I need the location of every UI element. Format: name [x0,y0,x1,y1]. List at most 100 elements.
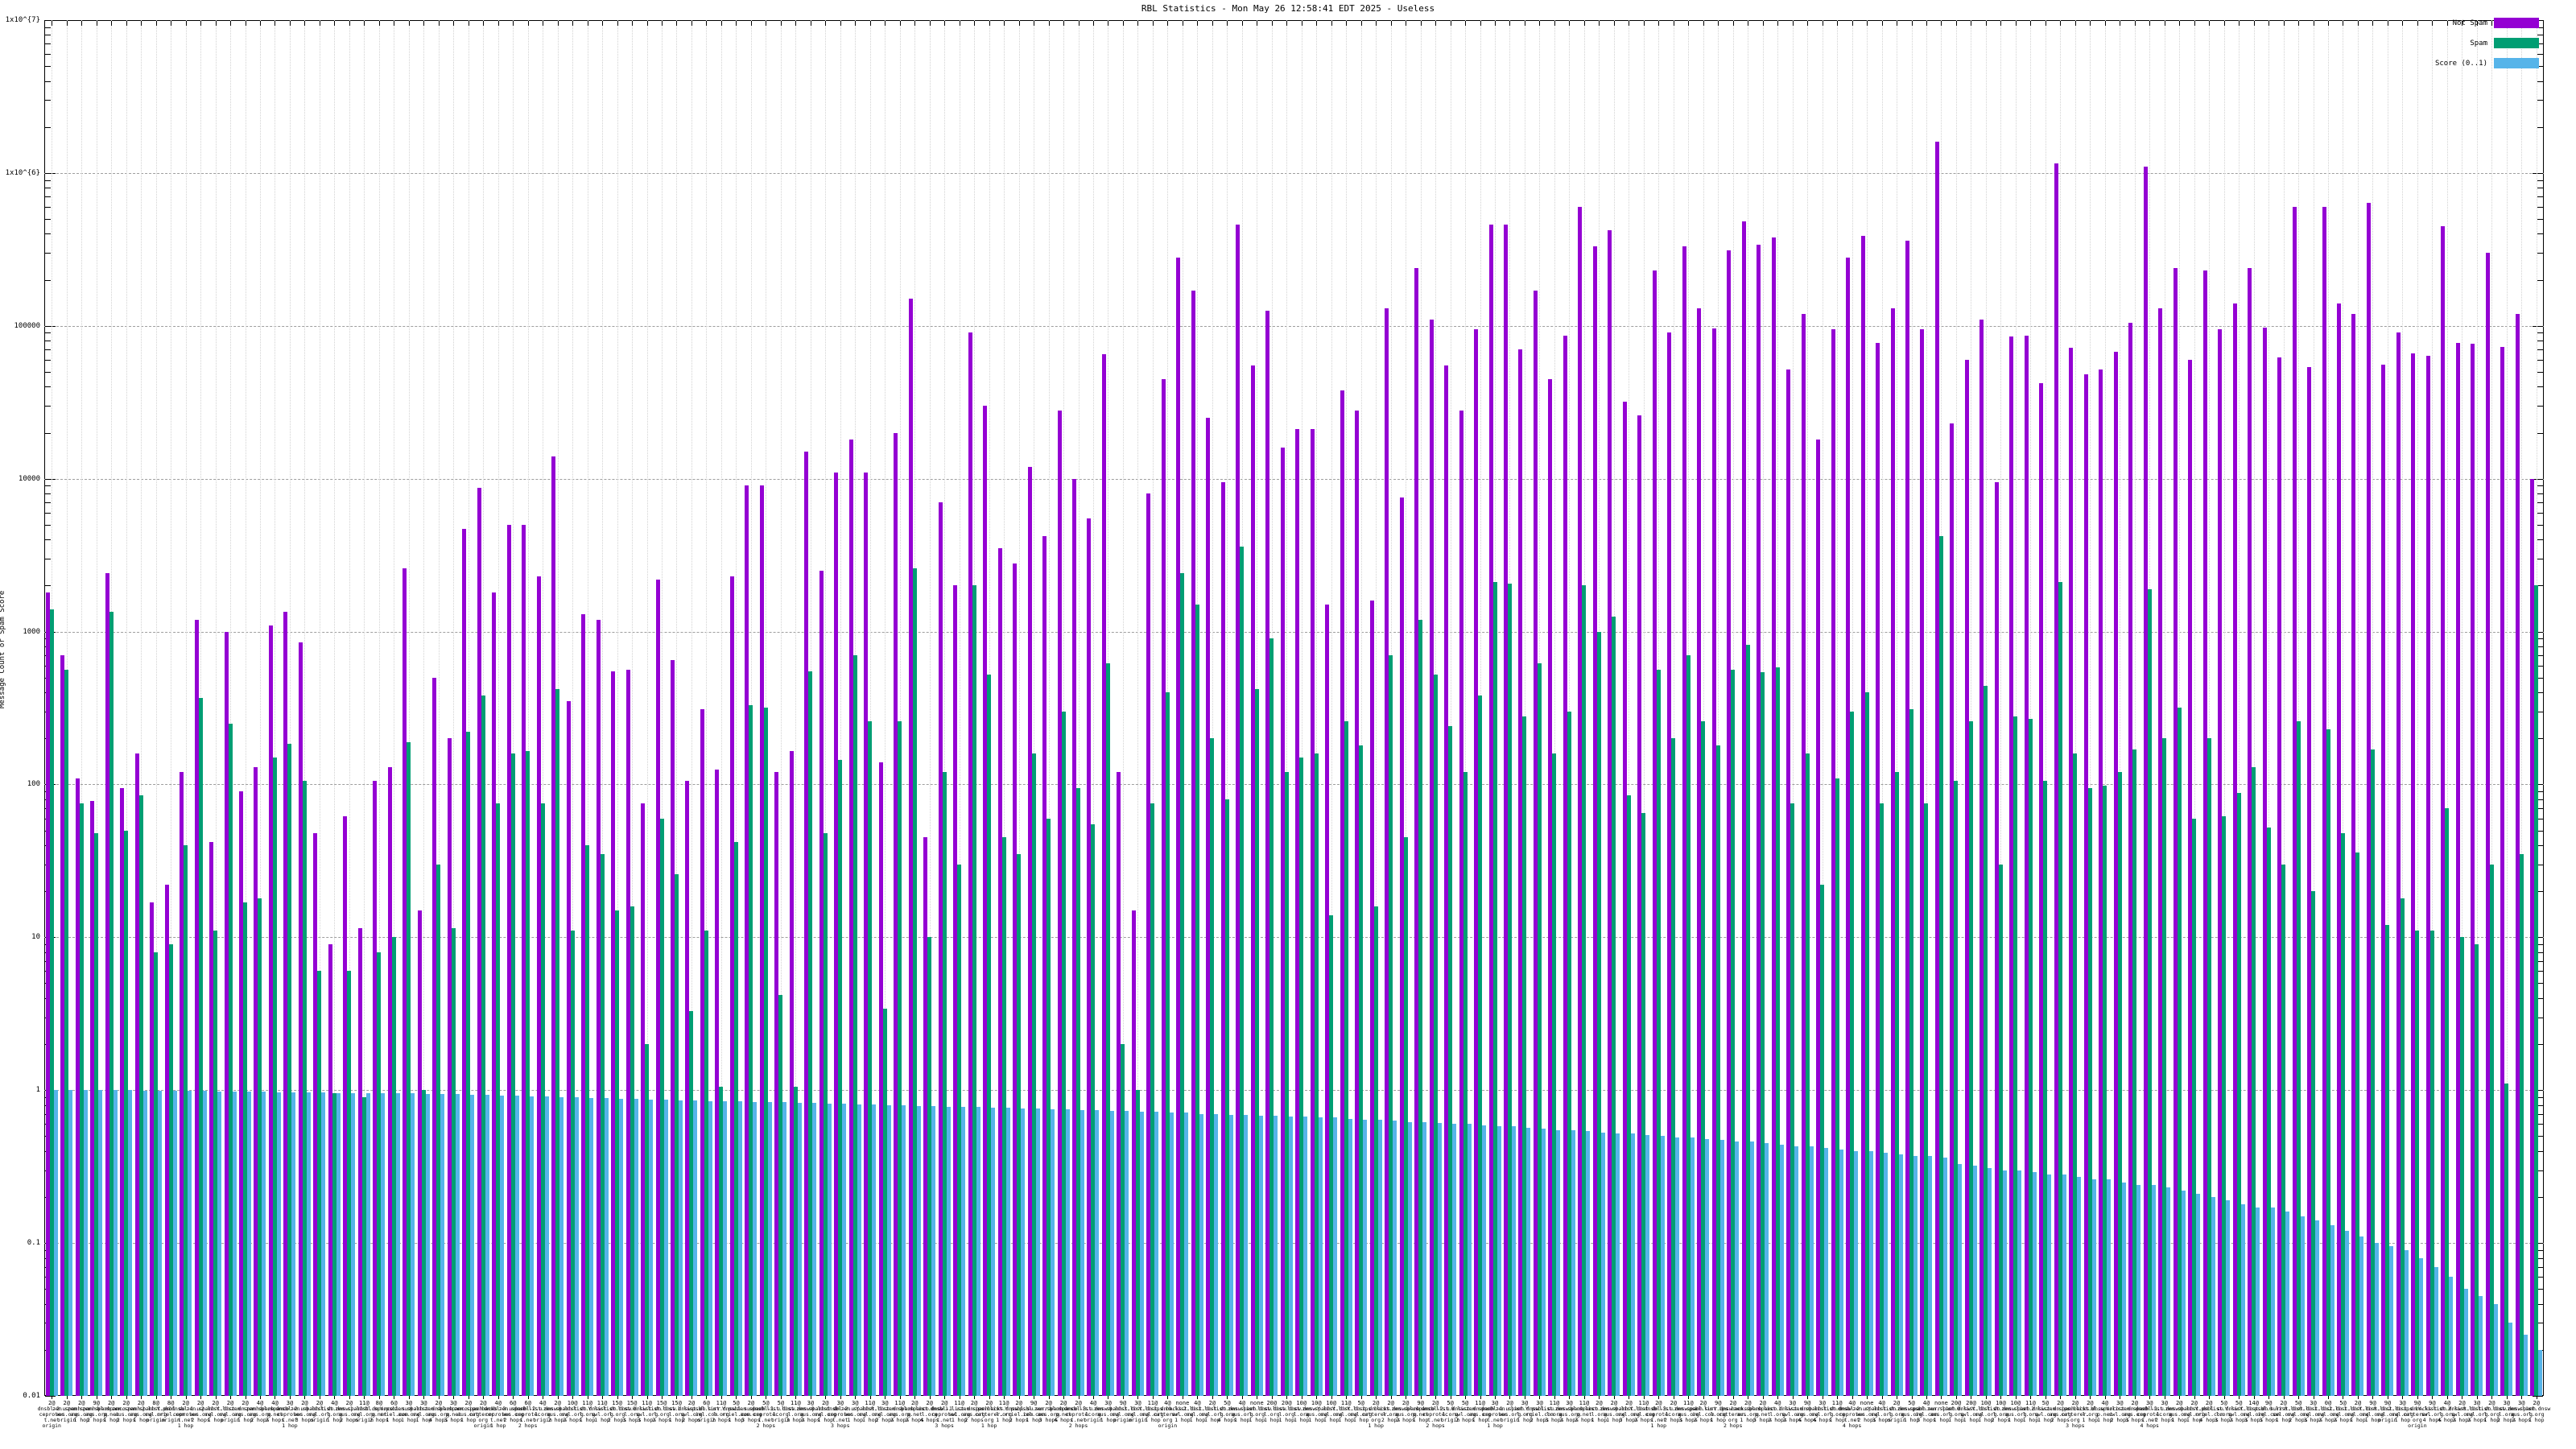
y-gridline [44,325,2544,327]
y-minor-tick [2537,952,2543,953]
bar-score [1199,1113,1203,1396]
x-axis-tick [1658,1396,1660,1399]
bar-not-spam [1876,343,1880,1396]
x-axis-tick [2283,1396,2285,1399]
x-tick-label: 3@ dnsbl-2.uceprotect.net 1 hop [275,1400,304,1429]
x-tick-label: 20@ 0.list.dnswl.org 1 hop [1956,1400,1986,1423]
y-tick-label: 0.1 [27,1239,40,1248]
bar-score [276,1092,281,1396]
bar-spam [2147,588,2152,1396]
x-axis-tick [929,1396,931,1399]
x-top-tick [438,21,440,26]
x-tick-label: 2@ zen.spamhaus.org origin [1495,1400,1525,1423]
x-gridline [2446,20,2448,1396]
x-axis-tick [1569,1396,1571,1399]
bar-not-spam [1101,354,1106,1396]
bar-not-spam [1385,308,1389,1396]
x-tick-label: 20@ list.dnswl.org 1 hop [1942,1400,1971,1423]
x-axis-tick [662,1396,663,1399]
bar-score [604,1097,609,1396]
bar-not-spam [1994,481,1999,1396]
bar-not-spam [1846,257,1851,1396]
bar-score [514,1096,519,1396]
bar-score [1705,1138,1710,1396]
y-minor-tick [2537,80,2543,82]
bar-spam [2311,891,2316,1396]
bar-spam [615,910,620,1396]
y-minor-tick [45,386,51,388]
x-gridline [2432,20,2434,1396]
bar-spam [1507,584,1512,1396]
x-top-tick [1881,21,1883,26]
y-minor-tick [2537,646,2543,647]
x-tick-label: 11@ zen.spamhaus.org 2 hops [886,1400,914,1423]
bar-spam [1731,670,1736,1396]
x-top-tick [1435,21,1437,26]
y-minor-tick [2537,1170,2543,1171]
y-minor-tick [2537,493,2543,495]
bar-not-spam [641,803,646,1396]
bar-spam [1135,1090,1140,1396]
bar-score [559,1096,564,1396]
x-top-tick [453,21,455,26]
bar-spam [719,1087,724,1396]
x-top-tick [1718,21,1719,26]
bar-not-spam [1741,221,1746,1396]
x-tick-label: 2@ zen.spamhaus.org 2 hops [2046,1400,2074,1423]
y-minor-tick [2537,27,2543,28]
x-axis-tick [513,1396,514,1399]
y-minor-tick [2537,665,2543,667]
x-gridline [141,20,142,1396]
x-axis-tick [646,1396,648,1399]
x-top-tick [1360,21,1362,26]
x-axis-tick [2372,1396,2374,1399]
bar-not-spam [1250,365,1255,1396]
bar-spam [1790,803,1795,1396]
bar-not-spam [685,781,690,1396]
bar-score [2121,1182,2126,1396]
bar-spam [49,609,54,1396]
bar-score [2434,1266,2438,1396]
bar-score [2047,1174,2052,1396]
bar-not-spam [150,902,155,1396]
bar-score [976,1106,980,1396]
bar-not-spam [1057,410,1062,1396]
bar-not-spam [1563,336,1567,1396]
x-tick-label: 5@ 2.list.dnswl.org 2 hops [2328,1400,2358,1423]
bar-not-spam [2441,225,2446,1396]
bar-not-spam [1429,319,1434,1396]
bar-spam [704,931,708,1396]
x-tick-label: 3@ zen.spamhaus.org 1 hop [1093,1400,1123,1423]
y-minor-tick [45,524,51,526]
x-tick-label: 9@ Y.list.dnswl.org 1 hop [2358,1400,2388,1423]
x-gridline [2268,20,2270,1396]
bar-score [1675,1137,1680,1396]
bar-spam [733,841,738,1396]
x-axis-tick [1807,1396,1809,1399]
x-axis-tick [1376,1396,1377,1399]
x-gridline [1227,20,1228,1396]
x-gridline [2074,20,2076,1396]
bar-score [2062,1174,2066,1396]
bar-spam [154,952,159,1396]
bar-score [1868,1150,1873,1396]
bar-score [306,1092,311,1396]
legend-item-not-spam: Not Spam [2435,18,2539,28]
bar-not-spam [1503,224,1508,1396]
bar-spam [2326,729,2330,1396]
bar-not-spam [2188,359,2193,1396]
y-minor-tick [2537,944,2543,946]
bar-score [500,1096,505,1396]
x-axis-tick [1048,1396,1050,1399]
x-top-tick [1346,21,1348,26]
x-top-tick [2060,21,2062,26]
bar-spam [2058,582,2062,1396]
x-axis-tick [1078,1396,1080,1399]
y-major-tick [45,20,56,21]
x-axis-tick [1346,1396,1348,1399]
bar-not-spam [789,751,794,1396]
bar-spam [1150,803,1155,1396]
x-tick-label: 9@ 0.list.dnswl.org origin [2373,1400,2402,1423]
bar-score [2419,1257,2424,1396]
